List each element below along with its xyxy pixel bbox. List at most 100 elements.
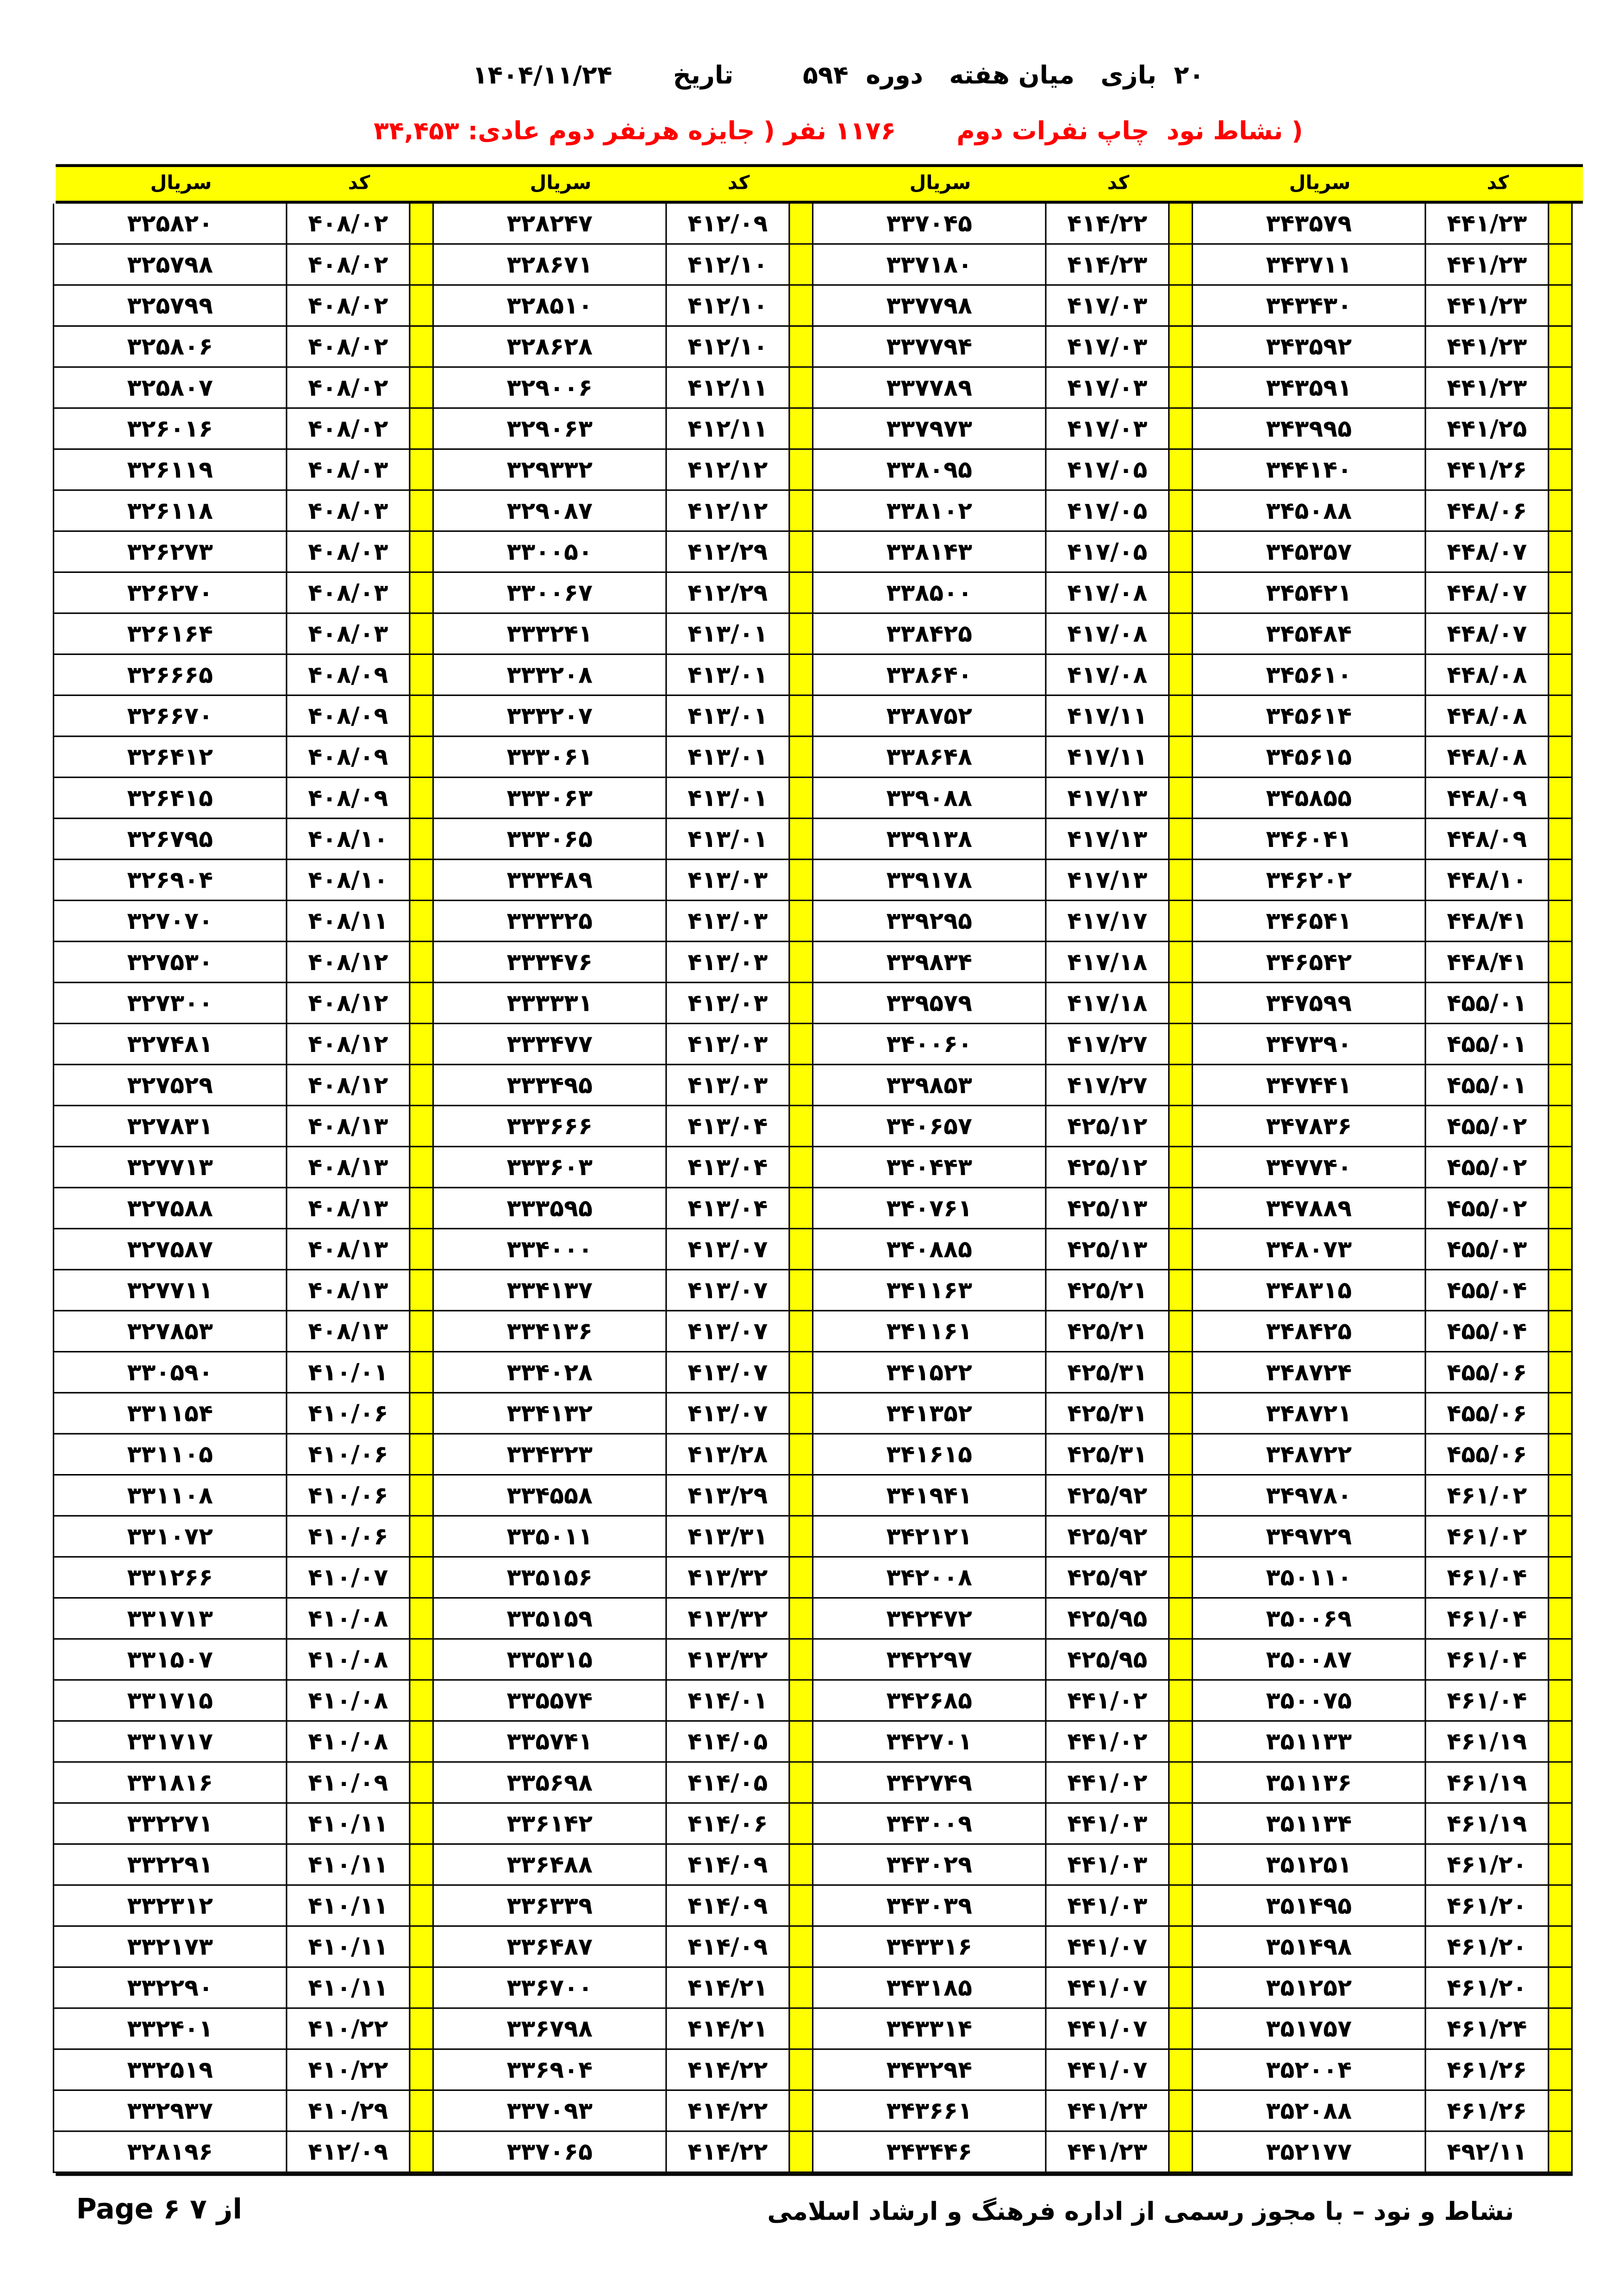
code-cell: ۴۰۸/۰۳ [286, 449, 409, 491]
code-cell: ۴۱۳/۰۱ [665, 737, 789, 778]
highlight-strip [409, 327, 432, 368]
serial-cell: ۳۲۸۶۷۱ [432, 244, 666, 286]
draw-title: ۲۰ بازی میان هفته دوره ۵۹۴ تاریخ ۱۴۰۴/۱۱… [472, 61, 1205, 91]
row-group: ۴۰۸/۰۳ ۳۲۶۱۶۴ [52, 614, 432, 655]
highlight-strip [409, 1352, 432, 1394]
highlight-strip [788, 367, 812, 409]
code-cell: ۴۱۲/۲۹ [665, 572, 789, 614]
code-cell: ۴۱۷/۰۸ [1045, 655, 1168, 696]
code-cell: ۴۱۳/۰۱ [665, 655, 789, 696]
highlight-strip [1548, 1557, 1571, 1599]
row-group: ۴۱۴/۲۲ ۳۳۷۰۶۵ [432, 2132, 812, 2173]
code-cell: ۴۰۸/۱۳ [286, 1311, 409, 1353]
serial-cell: ۳۳۸۰۹۵ [812, 449, 1045, 491]
table-row: ۴۴۸/۴۱ ۳۴۶۵۴۱ ۴۱۷/۱۷ ۳۳۹۲۹۵ ۴۱۳/۰۳ ۳۳۳۳۲۵ ۴۰۸/… [52, 901, 1571, 942]
row-group: ۴۱۰/۰۶ ۳۳۱۱۵۴ [52, 1393, 432, 1435]
highlight-strip [1548, 409, 1571, 450]
row-group: ۴۲۵/۹۲ ۳۴۲۱۲۱ [812, 1516, 1192, 1558]
row-group: ۴۰۸/۰۳ ۳۲۶۱۱۸ [52, 491, 432, 532]
code-cell: ۴۰۸/۰۲ [286, 204, 409, 245]
serial-cell: ۳۳۵۳۱۵ [432, 1639, 666, 1681]
code-cell: ۴۰۸/۱۲ [286, 983, 409, 1025]
serial-cell: ۳۴۲۱۲۱ [812, 1516, 1045, 1558]
highlight-strip [1548, 244, 1571, 286]
row-group: ۴۴۱/۲۳ ۳۴۳۶۶۱ [812, 2091, 1192, 2132]
row-group: ۴۰۸/۱۲ ۳۲۷۴۸۱ [52, 1024, 432, 1065]
code-cell: ۴۰۸/۰۹ [286, 778, 409, 819]
row-group: ۴۱۲/۱۰ ۳۲۸۵۱۰ [432, 286, 812, 327]
serial-cell: ۳۲۷۵۸۸ [52, 1188, 286, 1230]
row-group: ۴۶۱/۱۹ ۳۵۱۱۳۴ [1191, 1804, 1571, 1845]
code-cell: ۴۱۳/۰۷ [665, 1352, 789, 1394]
header-serial: سریال [1289, 173, 1351, 195]
highlight-strip [409, 1967, 432, 2009]
code-cell: ۴۰۸/۱۲ [286, 942, 409, 983]
highlight-strip [1548, 1804, 1571, 1845]
highlight-strip [1168, 1024, 1192, 1065]
serial-cell: ۳۴۱۵۲۲ [812, 1352, 1045, 1394]
highlight-strip [1168, 614, 1192, 655]
highlight-strip [1548, 327, 1571, 368]
code-cell: ۴۱۰/۲۹ [286, 2091, 409, 2132]
row-group: ۴۴۱/۰۳ ۳۴۳۰۲۹ [812, 1844, 1192, 1886]
serial-cell: ۳۲۷۳۰۰ [52, 983, 286, 1025]
highlight-strip [1168, 1475, 1192, 1517]
serial-cell: ۳۳۳۰۶۳ [432, 778, 666, 819]
highlight-strip [409, 1270, 432, 1312]
row-group: ۴۱۳/۰۳ ۳۳۳۴۸۹ [432, 860, 812, 902]
code-cell: ۴۰۸/۰۹ [286, 696, 409, 737]
highlight-strip [1168, 409, 1192, 450]
serial-cell: ۳۳۶۹۰۴ [432, 2050, 666, 2091]
row-group: ۴۱۲/۱۱ ۳۲۹۰۶۳ [432, 409, 812, 450]
serial-cell: ۳۳۵۱۵۹ [432, 1599, 666, 1640]
highlight-strip [1168, 2091, 1192, 2132]
header-code: کد [1487, 173, 1509, 195]
serial-cell: ۳۳۶۱۴۲ [432, 1804, 666, 1845]
serial-cell: ۳۳۹۲۹۵ [812, 901, 1045, 942]
row-group: ۴۶۱/۰۴ ۳۵۰۱۱۰ [1191, 1557, 1571, 1599]
code-cell: ۴۲۵/۳۱ [1045, 1393, 1168, 1435]
code-cell: ۴۱۳/۰۷ [665, 1270, 789, 1312]
highlight-strip [1168, 244, 1192, 286]
row-group: ۴۱۷/۰۵ ۳۳۸۱۰۲ [812, 491, 1192, 532]
row-group: ۴۵۵/۰۲ ۳۴۷۸۳۶ [1191, 1106, 1571, 1147]
row-group: ۴۴۱/۲۳ ۳۴۳۴۴۶ [812, 2132, 1192, 2173]
serial-cell: ۳۳۸۶۴۸ [812, 737, 1045, 778]
highlight-strip [409, 1885, 432, 1927]
serial-cell: ۳۲۷۷۱۱ [52, 1270, 286, 1312]
row-group: ۴۵۵/۰۶ ۳۴۸۷۲۴ [1191, 1352, 1571, 1394]
serial-cell: ۳۵۱۴۹۸ [1191, 1927, 1425, 1968]
highlight-strip [1548, 778, 1571, 819]
code-cell: ۴۱۰/۰۱ [286, 1352, 409, 1394]
code-cell: ۴۱۳/۳۲ [665, 1557, 789, 1599]
serial-cell: ۳۳۰۵۹۰ [52, 1352, 286, 1394]
highlight-strip [788, 1311, 812, 1353]
row-group: ۴۰۸/۱۳ ۳۲۷۵۸۸ [52, 1188, 432, 1230]
highlight-strip [1168, 2009, 1192, 2050]
code-cell: ۴۱۳/۰۳ [665, 1065, 789, 1107]
highlight-strip [1548, 532, 1571, 573]
row-group: ۴۱۲/۰۹ ۳۲۸۱۹۶ [52, 2132, 432, 2173]
highlight-strip [1168, 1434, 1192, 1476]
serial-cell: ۳۳۳۲۴۱ [432, 614, 666, 655]
serial-cell: ۳۳۸۷۵۲ [812, 696, 1045, 737]
serial-cell: ۳۴۳۶۶۱ [812, 2091, 1045, 2132]
row-group: ۴۵۵/۰۱ ۳۴۷۳۹۰ [1191, 1024, 1571, 1065]
row-group: ۴۱۳/۰۱ ۳۳۳۲۴۱ [432, 614, 812, 655]
row-group: ۴۰۸/۰۲ ۳۲۵۷۹۹ [52, 286, 432, 327]
serial-cell: ۳۴۱۶۱۵ [812, 1434, 1045, 1476]
code-cell: ۴۱۷/۰۵ [1045, 491, 1168, 532]
code-cell: ۴۶۱/۰۴ [1424, 1639, 1548, 1681]
highlight-strip [1548, 1147, 1571, 1188]
highlight-strip [409, 1844, 432, 1886]
serial-cell: ۳۳۳۶۰۳ [432, 1147, 666, 1188]
row-group: ۴۰۸/۰۹ ۳۲۶۶۷۰ [52, 696, 432, 737]
serial-cell: ۳۴۵۴۲۱ [1191, 572, 1425, 614]
code-cell: ۴۱۷/۱۱ [1045, 696, 1168, 737]
table-row: ۴۶۱/۱۹ ۳۵۱۱۳۶ ۴۴۱/۰۲ ۳۴۲۷۴۹ ۴۱۴/۰۵ ۳۳۵۶۹۸ ۴۱۰/… [52, 1762, 1571, 1804]
code-cell: ۴۴۱/۰۳ [1045, 1804, 1168, 1845]
highlight-strip [788, 655, 812, 696]
row-group: ۴۱۳/۳۱ ۳۳۵۰۱۱ [432, 1516, 812, 1558]
code-cell: ۴۴۱/۲۳ [1424, 367, 1548, 409]
code-cell: ۴۴۸/۰۹ [1424, 819, 1548, 860]
